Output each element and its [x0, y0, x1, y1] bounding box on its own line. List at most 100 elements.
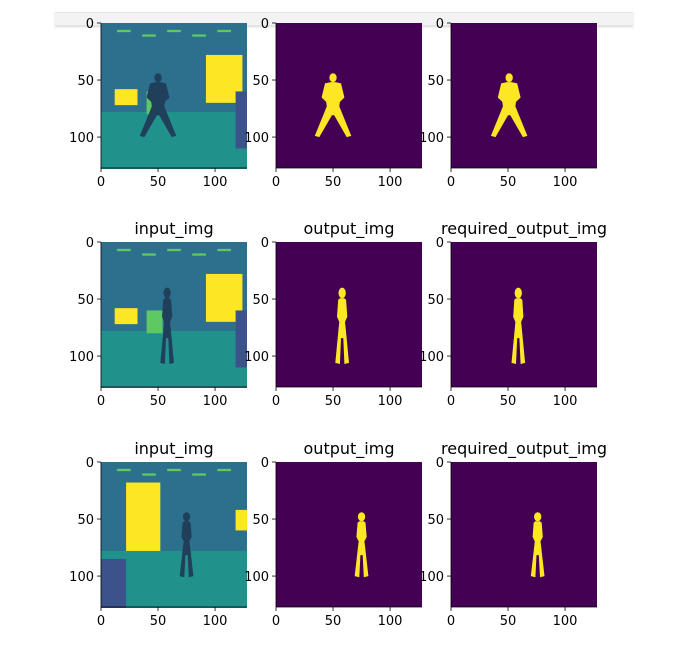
subject-head: [182, 512, 191, 522]
scene-desk: [146, 310, 163, 334]
scene-floor: [101, 111, 247, 169]
subject-mask: [511, 298, 526, 364]
x-tick-label: 100: [553, 394, 578, 409]
y-tick-label: 50: [427, 513, 444, 528]
panel-title: required_output_img: [441, 439, 607, 459]
scene-ceiling-light: [192, 34, 206, 37]
subject-head: [154, 73, 162, 83]
scene-ceiling-light: [217, 248, 232, 252]
y-tick-label: 0: [436, 236, 444, 251]
y-tick-label: 0: [86, 236, 94, 251]
x-tick-label: 50: [150, 614, 167, 629]
panel-r1-c1: [101, 23, 247, 169]
x-tick-label: 0: [447, 394, 455, 409]
x-tick-label: 0: [97, 614, 105, 629]
x-tick-label: 0: [272, 614, 280, 629]
scene-furniture: [101, 558, 127, 608]
scene-ceiling-light: [142, 473, 156, 476]
subject-head: [505, 73, 513, 83]
scene-ceiling-light: [142, 253, 156, 256]
x-tick-label: 50: [500, 175, 517, 190]
scene-light: [235, 509, 247, 531]
panel-r1-c3: [451, 23, 597, 168]
x-tick-label: 50: [150, 175, 167, 190]
x-tick-label: 50: [500, 614, 517, 629]
panel-r2-c1: [101, 242, 247, 388]
x-tick-label: 100: [203, 175, 228, 190]
scene-screen: [114, 89, 138, 106]
scene-ceiling-light: [217, 29, 232, 33]
x-tick-label: 0: [447, 175, 455, 190]
x-tick-label: 100: [378, 394, 403, 409]
x-tick-label: 0: [447, 614, 455, 629]
panel-r3-c1: [101, 462, 247, 608]
x-tick-label: 50: [500, 394, 517, 409]
scene-ceiling-light: [167, 29, 181, 33]
mask-background: [276, 242, 422, 387]
y-tick-label: 100: [69, 131, 94, 146]
y-tick-label: 50: [77, 74, 94, 89]
x-tick-label: 100: [553, 175, 578, 190]
scene-ceiling-light: [116, 468, 131, 472]
y-tick-label: 100: [244, 131, 269, 146]
panel-title: output_img: [304, 439, 395, 459]
y-tick-label: 50: [77, 293, 94, 308]
y-tick-label: 50: [77, 513, 94, 528]
y-tick-label: 100: [244, 350, 269, 365]
panel-r2-c3: [451, 242, 597, 387]
y-tick-label: 100: [69, 350, 94, 365]
subject-mask: [490, 82, 528, 138]
scene-ceiling-light: [116, 248, 131, 252]
subject-head: [338, 287, 346, 299]
y-tick-label: 0: [86, 456, 94, 471]
mask-background: [276, 462, 422, 607]
scene-screen: [114, 308, 138, 325]
y-tick-label: 100: [244, 570, 269, 585]
scene-floor: [101, 330, 247, 388]
subject-mask: [335, 298, 349, 364]
panel-title: input_img: [134, 439, 213, 459]
scene-ceiling-light: [167, 248, 181, 252]
panel-r2-c2: [276, 242, 422, 387]
y-tick-label: 0: [261, 236, 269, 251]
x-tick-label: 100: [378, 175, 403, 190]
mask-background: [451, 23, 597, 168]
subject-head: [514, 287, 522, 299]
x-tick-label: 0: [272, 175, 280, 190]
panel-title: required_output_img: [441, 219, 607, 239]
subject-head: [163, 287, 171, 299]
y-tick-label: 0: [86, 17, 94, 32]
y-tick-label: 0: [261, 456, 269, 471]
panel-r3-c3: [451, 462, 597, 607]
subject-mask: [354, 521, 369, 578]
subject-mask: [160, 298, 174, 364]
mask-background: [451, 462, 597, 607]
x-tick-label: 0: [272, 394, 280, 409]
scene-window: [126, 482, 161, 551]
x-tick-label: 100: [378, 614, 403, 629]
y-tick-label: 50: [427, 293, 444, 308]
x-tick-label: 50: [325, 394, 342, 409]
x-tick-label: 0: [97, 394, 105, 409]
y-tick-label: 0: [436, 456, 444, 471]
subject-mask: [139, 82, 177, 138]
scene-ceiling-light: [142, 34, 156, 37]
x-tick-label: 100: [553, 614, 578, 629]
x-tick-label: 0: [97, 175, 105, 190]
subject-mask: [179, 521, 194, 578]
panel-title: output_img: [304, 219, 395, 239]
y-tick-label: 100: [419, 570, 444, 585]
scene-ceiling-light: [217, 468, 232, 472]
y-tick-label: 100: [69, 570, 94, 585]
subject-mask: [530, 521, 545, 578]
scene-ceiling-light: [167, 468, 181, 472]
y-tick-label: 0: [436, 17, 444, 32]
panel-r3-c2: [276, 462, 422, 607]
mask-background: [276, 23, 422, 168]
y-tick-label: 50: [252, 293, 269, 308]
subject-head: [534, 512, 542, 522]
subject-head: [357, 512, 366, 522]
y-tick-label: 50: [252, 74, 269, 89]
y-tick-label: 100: [419, 350, 444, 365]
